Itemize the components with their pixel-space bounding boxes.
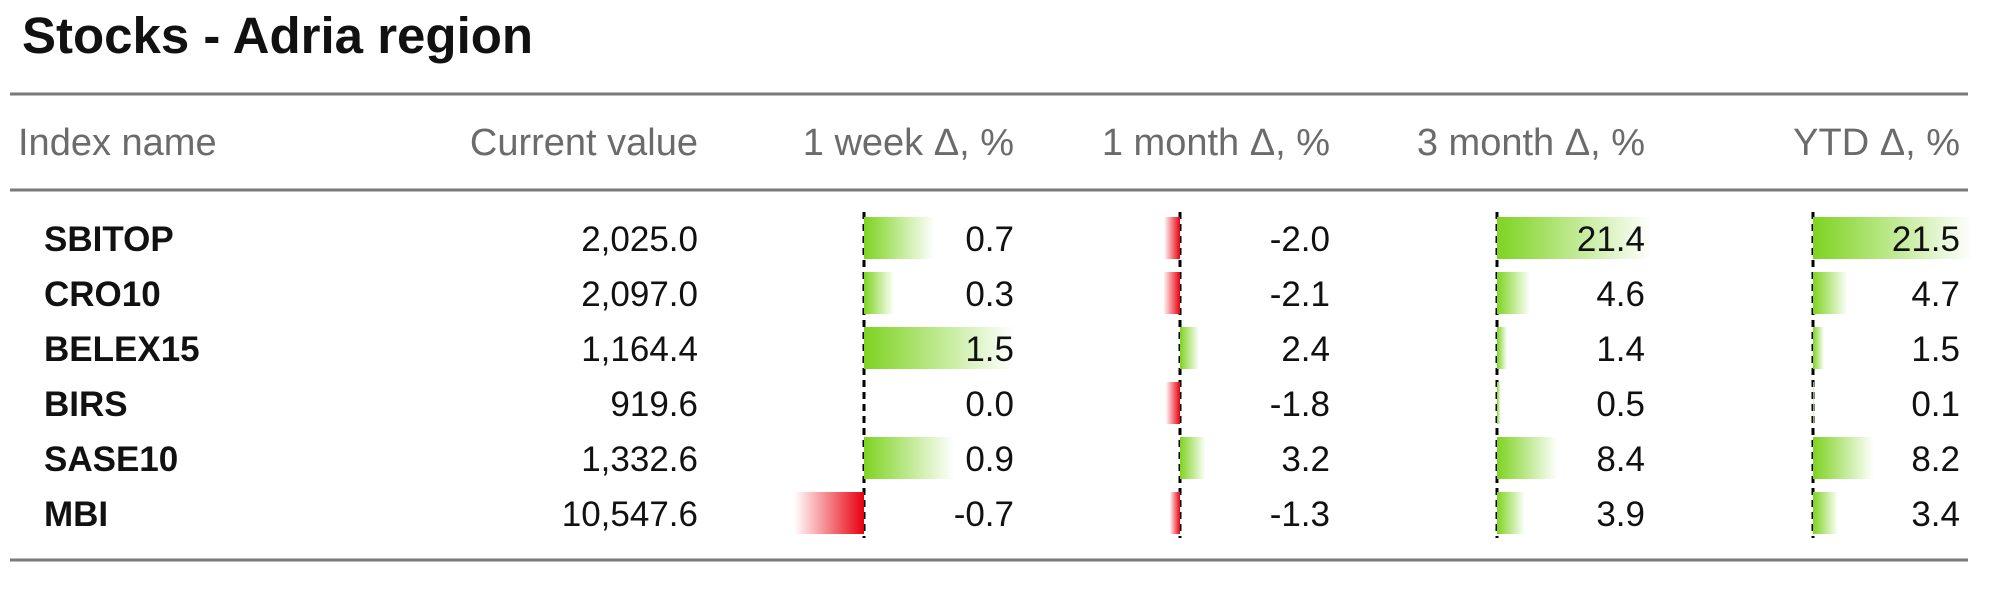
delta-value: 3.2 bbox=[1281, 440, 1330, 479]
delta-bar bbox=[864, 272, 894, 314]
delta-bar bbox=[1813, 437, 1874, 479]
delta-value: 0.5 bbox=[1596, 385, 1645, 424]
index-name: CRO10 bbox=[44, 275, 161, 314]
index-name: MBI bbox=[44, 495, 108, 534]
delta-value: 0.3 bbox=[965, 275, 1014, 314]
delta-bar bbox=[1180, 437, 1206, 479]
delta-value: -1.8 bbox=[1270, 385, 1330, 424]
delta-value: 2.4 bbox=[1281, 330, 1330, 369]
delta-value: -1.3 bbox=[1270, 495, 1330, 534]
delta-bar bbox=[1813, 492, 1839, 534]
delta-value: 1.5 bbox=[965, 330, 1014, 369]
index-name: SBITOP bbox=[44, 220, 174, 259]
delta-bar bbox=[1497, 382, 1501, 424]
delta-bar bbox=[1165, 382, 1180, 424]
page-title: Stocks - Adria region bbox=[22, 7, 534, 64]
delta-bar bbox=[864, 217, 934, 259]
current-value: 2,097.0 bbox=[581, 275, 698, 314]
delta-value: 0.9 bbox=[965, 440, 1014, 479]
delta-bar bbox=[864, 327, 1014, 369]
delta-bar bbox=[1164, 217, 1180, 259]
current-value: 10,547.6 bbox=[562, 495, 698, 534]
delta-bar bbox=[1169, 492, 1180, 534]
delta-value: 4.7 bbox=[1911, 275, 1960, 314]
delta-value: -2.0 bbox=[1270, 220, 1330, 259]
index-name: BELEX15 bbox=[44, 330, 200, 369]
column-header: 3 month Δ, % bbox=[1417, 122, 1645, 164]
current-value: 1,164.4 bbox=[581, 330, 698, 369]
current-value: 1,332.6 bbox=[581, 440, 698, 479]
delta-value: -0.7 bbox=[954, 495, 1014, 534]
delta-bar bbox=[1813, 217, 1973, 259]
column-header: Index name bbox=[18, 122, 217, 164]
delta-bar bbox=[794, 492, 864, 534]
delta-bar bbox=[1497, 272, 1531, 314]
column-header: 1 month Δ, % bbox=[1102, 122, 1330, 164]
delta-bar bbox=[1497, 217, 1652, 259]
delta-value: -2.1 bbox=[1270, 275, 1330, 314]
delta-value: 8.4 bbox=[1596, 440, 1645, 479]
column-header: YTD Δ, % bbox=[1793, 122, 1960, 164]
delta-bar bbox=[1813, 272, 1848, 314]
delta-value: 21.4 bbox=[1577, 220, 1645, 259]
delta-value: 1.4 bbox=[1596, 330, 1645, 369]
table-rules bbox=[10, 92, 1968, 562]
delta-value: 8.2 bbox=[1911, 440, 1960, 479]
delta-bar bbox=[1180, 327, 1200, 369]
delta-bar bbox=[1813, 382, 1814, 424]
delta-bar bbox=[1163, 272, 1180, 314]
delta-value: 0.7 bbox=[965, 220, 1014, 259]
delta-value: 3.9 bbox=[1596, 495, 1645, 534]
delta-bar bbox=[1813, 327, 1825, 369]
delta-value: 4.6 bbox=[1596, 275, 1645, 314]
delta-bar bbox=[1497, 327, 1508, 369]
delta-value: 3.4 bbox=[1911, 495, 1960, 534]
delta-value: 0.1 bbox=[1911, 385, 1960, 424]
column-header: Current value bbox=[470, 122, 698, 164]
delta-value: 21.5 bbox=[1892, 220, 1960, 259]
delta-bar bbox=[1497, 492, 1526, 534]
delta-bar bbox=[864, 437, 954, 479]
column-header: 1 week Δ, % bbox=[803, 122, 1014, 164]
current-value: 919.6 bbox=[610, 385, 698, 424]
table-header: Index name Current value 1 week Δ, % 1 mont… bbox=[18, 122, 1960, 164]
index-name: BIRS bbox=[44, 385, 128, 424]
delta-value: 1.5 bbox=[1911, 330, 1960, 369]
delta-bars bbox=[794, 212, 1973, 538]
table-body: SBITOP 2,025.0 0.7 -2.0 21.4 21.5 CRO10 2,097.0… bbox=[44, 220, 1960, 534]
index-name: SASE10 bbox=[44, 440, 178, 479]
delta-bar bbox=[1497, 437, 1558, 479]
delta-value: 0.0 bbox=[965, 385, 1014, 424]
current-value: 2,025.0 bbox=[581, 220, 698, 259]
